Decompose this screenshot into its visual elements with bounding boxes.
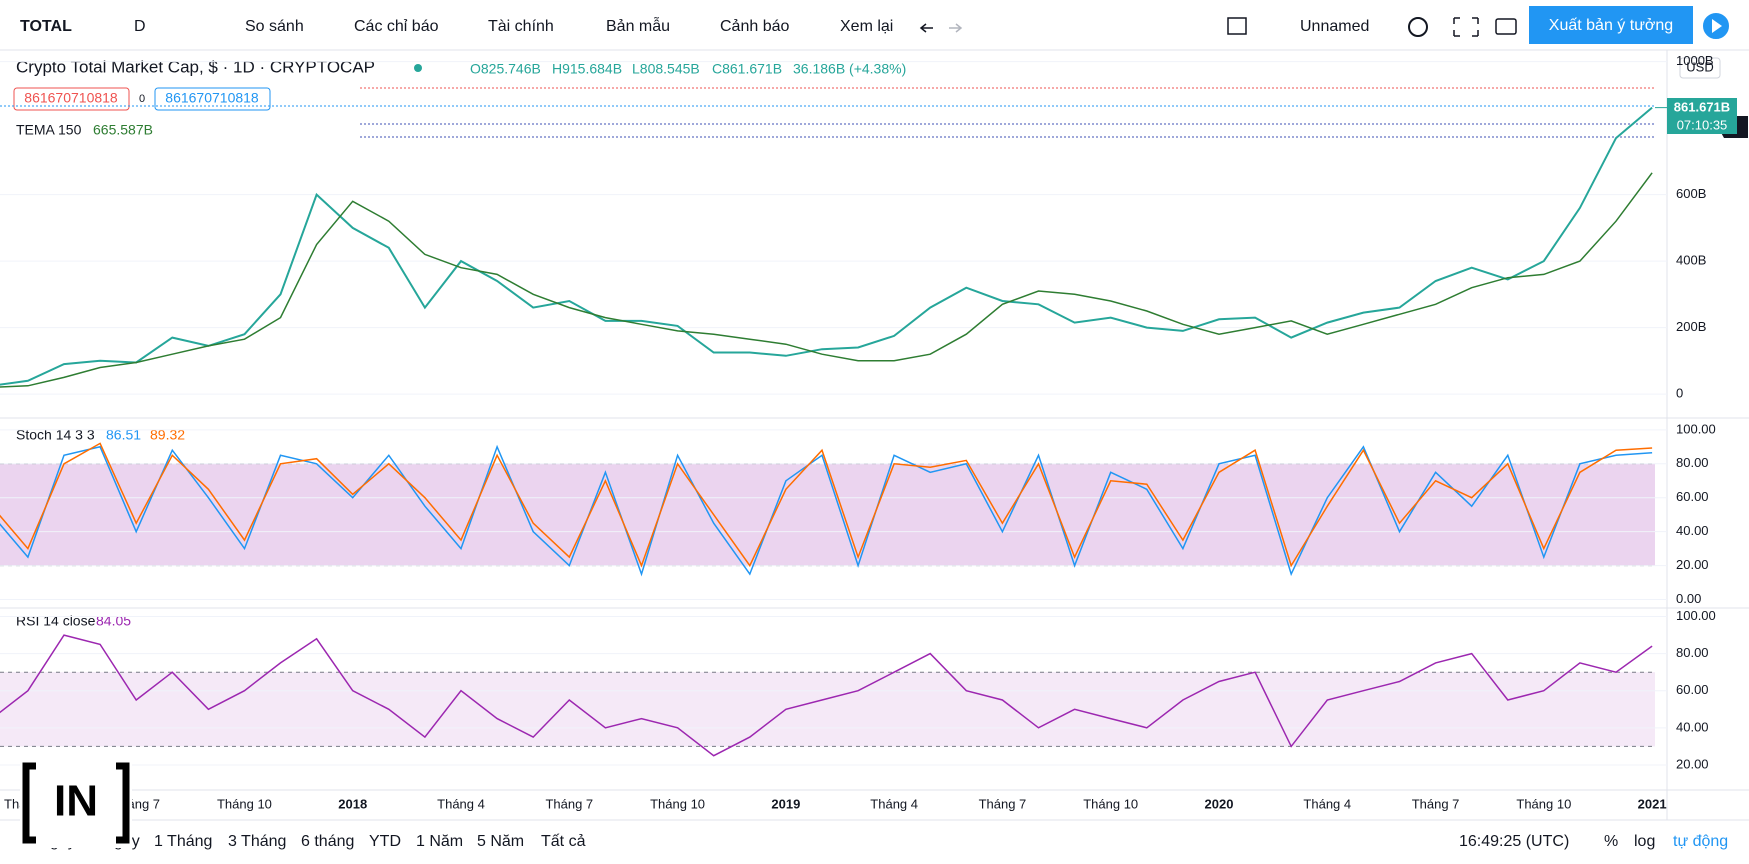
news[interactable]: Tin tức bbox=[1718, 139, 1749, 153]
x-tick-label: 2019 bbox=[771, 796, 800, 811]
settings-icon[interactable] bbox=[1408, 17, 1428, 37]
y-tick-label: 80.00 bbox=[1676, 455, 1709, 470]
indicator-value: 86.51 bbox=[106, 427, 141, 443]
range-button[interactable]: YTD bbox=[369, 833, 401, 850]
x-tick-label: Tháng 10 bbox=[217, 796, 272, 811]
currency-box[interactable] bbox=[1679, 57, 1721, 79]
x-tick-label: 2020 bbox=[1205, 796, 1234, 811]
y-tick-label: 40.00 bbox=[1676, 523, 1709, 538]
toolbar-button[interactable]: Cảnh báo bbox=[720, 18, 789, 35]
y-tick-label: 100.00 bbox=[1676, 421, 1716, 436]
rect-icon[interactable] bbox=[1227, 17, 1247, 35]
range-button[interactable]: 1 Năm bbox=[416, 833, 463, 850]
range-button[interactable]: 3 Tháng bbox=[228, 833, 286, 850]
x-tick-label: 2021 bbox=[1638, 796, 1667, 811]
y-tick-label: 80.00 bbox=[1676, 645, 1709, 660]
range-button[interactable]: 6 tháng bbox=[301, 833, 354, 850]
price-box-text: 861670710818 bbox=[165, 90, 259, 106]
band bbox=[0, 672, 1655, 747]
price-box bbox=[13, 87, 130, 111]
x-tick-label: 2018 bbox=[338, 796, 367, 811]
countdown: 07:10:35 bbox=[1677, 117, 1728, 132]
ohlc-value: C861.671B bbox=[712, 61, 782, 77]
countdown-badge bbox=[1667, 117, 1737, 134]
symbol[interactable]: TOTAL bbox=[20, 18, 72, 35]
x-tick-label: Tháng 7 bbox=[545, 796, 593, 811]
indicator-value: 665.587B bbox=[93, 122, 153, 138]
range-button[interactable]: Tất cả bbox=[541, 833, 586, 850]
x-tick-label: Tháng 4 bbox=[437, 796, 485, 811]
ohlc-value: O825.746B bbox=[470, 61, 541, 77]
toolbar-button[interactable]: Bản mẫu bbox=[606, 16, 670, 35]
price-box bbox=[154, 87, 271, 111]
ohlc-value: 36.186B (+4.38%) bbox=[793, 61, 906, 77]
range-button[interactable]: 1 Tháng bbox=[154, 833, 212, 850]
series-line bbox=[0, 634, 1653, 757]
indicator-name: RSI 14 close bbox=[16, 613, 96, 629]
y-tick-label: 600B bbox=[1676, 186, 1706, 201]
toolbar-button[interactable]: Các chỉ báo bbox=[354, 18, 439, 35]
price-box-text: 861670710818 bbox=[24, 90, 118, 106]
y-tick-label: 60.00 bbox=[1676, 489, 1709, 504]
fullscreen-icon[interactable] bbox=[1453, 17, 1479, 37]
chart-title: Crypto Total Market Cap, $ · 1D · CRYPTO… bbox=[16, 57, 375, 76]
series-line bbox=[0, 172, 1653, 388]
log-toggle[interactable]: log bbox=[1634, 833, 1655, 850]
percent-toggle[interactable]: % bbox=[1604, 833, 1618, 850]
play-icon bbox=[1712, 19, 1722, 33]
x-tick-label: Tháng 7 bbox=[1412, 796, 1460, 811]
logo-bg bbox=[20, 758, 132, 848]
undo-icon[interactable] bbox=[919, 23, 933, 33]
auto-toggle[interactable]: tự động bbox=[1673, 833, 1728, 850]
x-tick-label: Tháng 10 bbox=[1516, 796, 1571, 811]
y-tick-label: 60.00 bbox=[1676, 682, 1709, 697]
y-tick-label: 200B bbox=[1676, 319, 1706, 334]
ohlc-value: L808.545B bbox=[632, 61, 700, 77]
y-tick-label: 1000B bbox=[1676, 53, 1714, 68]
price-box-text: 0 bbox=[139, 93, 145, 105]
x-tick-label: Tháng 7 bbox=[979, 796, 1027, 811]
series-line bbox=[0, 106, 1653, 386]
y-tick-label: 40.00 bbox=[1676, 719, 1709, 734]
redo-icon bbox=[949, 23, 963, 33]
logo-text: IN bbox=[54, 777, 98, 826]
clock: 16:49:25 (UTC) bbox=[1459, 833, 1569, 850]
y-tick-label: 20.00 bbox=[1676, 756, 1709, 771]
x-tick-label: Tháng 4 bbox=[870, 796, 918, 811]
last-price-badge bbox=[1667, 98, 1737, 117]
last-price: 861.671B bbox=[1674, 99, 1730, 114]
layout-name[interactable]: Unnamed bbox=[1300, 18, 1369, 35]
range-button[interactable]: 5 Năm bbox=[477, 833, 524, 850]
indicator-name: TEMA 150 bbox=[16, 122, 82, 138]
series-line bbox=[0, 442, 1653, 568]
toolbar-button[interactable]: Xem lại bbox=[840, 18, 893, 35]
currency[interactable]: USD bbox=[1686, 59, 1713, 74]
y-tick-label: 0.00 bbox=[1676, 591, 1701, 606]
x-tick-label: Tháng 10 bbox=[1083, 796, 1138, 811]
x-tick-label: Tháng 10 bbox=[650, 796, 705, 811]
y-tick-label: 100.00 bbox=[1676, 608, 1716, 623]
indicator-value: 89.32 bbox=[150, 427, 185, 443]
status-dot bbox=[414, 64, 422, 72]
publish-label[interactable]: Xuất bản ý tưởng bbox=[1549, 17, 1673, 34]
x-tick-label: Tháng 4 bbox=[1303, 796, 1351, 811]
toolbar-button[interactable]: So sánh bbox=[245, 18, 304, 35]
indicator-value: 84.05 bbox=[96, 613, 131, 629]
interval[interactable]: D bbox=[134, 18, 146, 35]
logo: IN bbox=[20, 758, 132, 848]
y-tick-label: 20.00 bbox=[1676, 557, 1709, 572]
publish-button[interactable] bbox=[1529, 6, 1693, 44]
y-tick-label: 400B bbox=[1676, 253, 1706, 268]
logo-bracket bbox=[22, 762, 130, 844]
camera-icon[interactable] bbox=[1495, 18, 1517, 35]
toolbar-button[interactable]: Tài chính bbox=[488, 18, 554, 35]
y-tick-label: 0 bbox=[1676, 386, 1683, 401]
ohlc-value: H915.684B bbox=[552, 61, 622, 77]
indicator-name: Stoch 14 3 3 bbox=[16, 427, 95, 443]
